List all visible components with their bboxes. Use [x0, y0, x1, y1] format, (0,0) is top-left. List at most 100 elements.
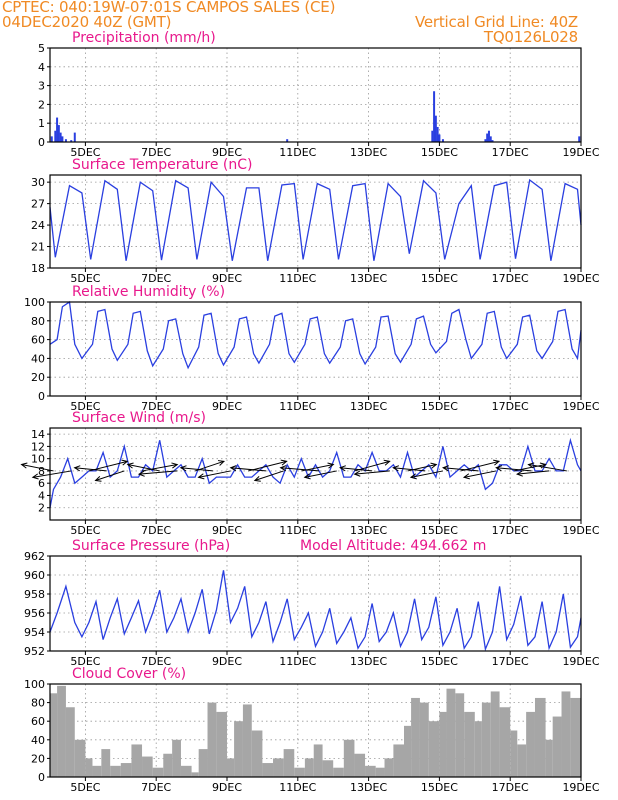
x-tick-label: 11DEC — [279, 781, 316, 794]
x-tick-label: 19DEC — [562, 655, 599, 668]
wind-vector — [304, 470, 337, 478]
cloud-bar — [570, 697, 581, 777]
x-tick-label: 7DEC — [141, 655, 171, 668]
y-tick-label: 954 — [24, 626, 45, 639]
y-tick-label: 20 — [31, 752, 45, 765]
wind-vector — [280, 467, 320, 472]
panel-2: Relative Humidity (%) 0 20 40 60 80 100 5DEC 7DE… — [24, 284, 600, 413]
wind-vector-head — [430, 462, 438, 469]
wind-vector — [248, 460, 287, 472]
x-tick-label: 19DEC — [562, 400, 599, 413]
cloud-bar — [510, 730, 518, 777]
series-line — [49, 570, 582, 652]
header-code: TQ0126L028 — [483, 28, 578, 46]
precip-bar — [486, 133, 489, 142]
x-tick-label: 11DEC — [279, 524, 316, 537]
y-tick-label: 27 — [31, 198, 45, 211]
precip-bar — [441, 139, 444, 142]
wind-vector-head — [121, 459, 129, 466]
precip-bar — [578, 136, 581, 142]
wind-vector-head — [353, 470, 361, 477]
wind-vector — [496, 467, 532, 472]
cloud-bar — [198, 749, 208, 777]
wind-vector-head — [171, 462, 179, 469]
y-tick-label: 2 — [38, 502, 45, 515]
wind-vector — [443, 467, 479, 472]
y-tick-label: 80 — [31, 315, 45, 328]
y-tick-label: 80 — [31, 697, 45, 710]
cloud-bar — [354, 753, 366, 777]
cloud-bar — [393, 744, 404, 777]
wind-vector — [517, 470, 550, 475]
wind-vector-head — [279, 465, 287, 472]
cloud-bar — [216, 711, 227, 777]
x-tick-label: 5DEC — [70, 272, 100, 285]
x-tick-label: 13DEC — [350, 272, 387, 285]
cloud-bar — [490, 691, 500, 777]
wind-vector — [254, 470, 284, 482]
y-tick-label: 962 — [24, 550, 45, 563]
x-tick-label: 11DEC — [279, 272, 316, 285]
cloud-bar — [313, 744, 323, 777]
x-tick-label: 7DEC — [141, 400, 171, 413]
wind-vector — [410, 470, 444, 478]
precip-bar — [50, 136, 53, 142]
precip-bar — [59, 132, 62, 142]
x-tick-label: 9DEC — [212, 524, 242, 537]
wind-vector-head — [197, 473, 205, 480]
cloud-bar — [273, 758, 284, 777]
cloud-bar — [304, 758, 314, 777]
x-tick-label: 11DEC — [279, 146, 316, 159]
x-tick-label: 13DEC — [350, 781, 387, 794]
wind-vector-head — [94, 475, 102, 482]
panel-frame — [49, 555, 582, 652]
wind-vector — [340, 467, 373, 472]
y-tick-label: 40 — [31, 734, 45, 747]
wind-vector — [95, 470, 125, 482]
x-tick-label: 5DEC — [70, 524, 100, 537]
cloud-bar — [234, 721, 243, 777]
cloud-bar — [322, 760, 334, 777]
x-tick-label: 13DEC — [350, 400, 387, 413]
precip-bar — [70, 140, 73, 142]
cloud-bar — [191, 772, 199, 777]
panel-0: Precipitation (mm/h) 0 1 2 3 4 5 5DEC 7DEC 9DEC 11… — [38, 30, 600, 159]
x-tick-label: 15DEC — [421, 524, 458, 537]
cloud-bar — [85, 758, 93, 777]
panel-title: Precipitation (mm/h) — [72, 30, 216, 46]
precip-bar — [489, 136, 492, 142]
cloud-bar — [283, 749, 295, 777]
wind-vector-head — [253, 475, 261, 482]
y-tick-label: 6 — [38, 477, 45, 490]
cloud-bar — [180, 765, 192, 777]
x-tick-label: 5DEC — [70, 146, 100, 159]
x-tick-label: 15DEC — [421, 655, 458, 668]
series-line — [49, 437, 582, 508]
y-tick-label: 30 — [31, 176, 45, 189]
x-tick-label: 17DEC — [492, 524, 529, 537]
cloud-bar — [446, 688, 456, 777]
wind-vector-head — [515, 470, 523, 477]
x-tick-label: 15DEC — [421, 146, 458, 159]
y-tick-label: 956 — [24, 607, 45, 620]
x-tick-label: 17DEC — [492, 146, 529, 159]
cloud-bar — [499, 707, 511, 777]
x-tick-label: 5DEC — [70, 655, 100, 668]
x-tick-label: 7DEC — [141, 781, 171, 794]
header-location: CPTEC: 040:19W-07:01S CAMPOS SALES (CE) — [2, 0, 336, 16]
y-tick-label: 10 — [31, 453, 45, 466]
wind-vector — [32, 470, 72, 478]
cloud-bar — [101, 749, 111, 777]
wind-vector — [463, 470, 497, 478]
precip-bar — [286, 139, 289, 142]
panel-frame — [49, 47, 582, 143]
x-tick-label: 9DEC — [212, 655, 242, 668]
precip-bar — [484, 139, 487, 142]
panel-5: Cloud Cover (%) 0 20 40 60 80 100 5DEC 7DEC 9DEC 1… — [24, 666, 600, 794]
x-tick-label: 19DEC — [562, 146, 599, 159]
x-tick-label: 9DEC — [212, 400, 242, 413]
x-tick-label: 19DEC — [562, 781, 599, 794]
cloud-bar — [152, 767, 164, 777]
cloud-bar — [481, 702, 491, 777]
